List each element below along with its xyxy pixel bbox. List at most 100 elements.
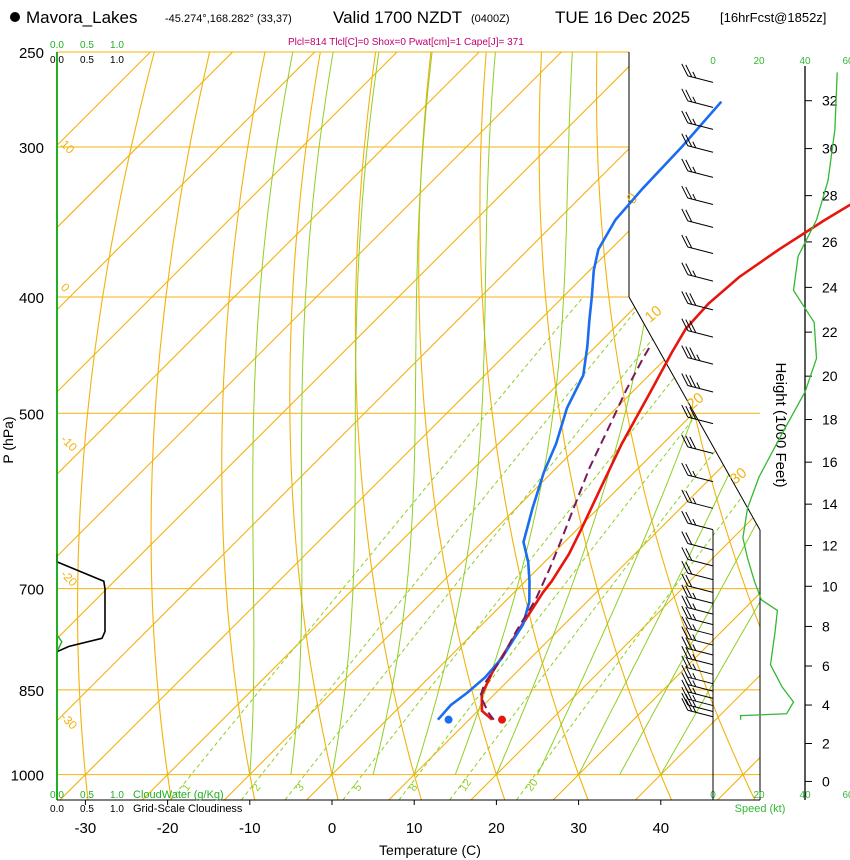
speed-scale-label: 60 xyxy=(842,790,850,801)
forecast-run: [16hrFcst@1852z] xyxy=(720,10,827,25)
moist-adiabat-line xyxy=(413,52,496,775)
wind-barb-feather xyxy=(681,185,689,199)
cloudiness-scale-label: 0.0 xyxy=(50,804,64,815)
wind-barb xyxy=(681,672,714,692)
mixing-ratio-line xyxy=(240,296,648,800)
mixing-ratio-label: 12 xyxy=(457,777,474,794)
isotherm-line xyxy=(57,52,727,800)
wind-barb-feather xyxy=(685,235,693,249)
wind-barb-feather xyxy=(685,561,693,575)
wind-barb-feather xyxy=(692,687,697,695)
wind-barb-feather xyxy=(685,665,693,679)
x-tick-label: -30 xyxy=(75,820,97,837)
wind-barb-staff xyxy=(687,416,714,425)
mixing-ratio-label: 20 xyxy=(524,777,541,794)
cloud-water-scale-label: 0.0 xyxy=(50,40,64,51)
dewpoint-profile-line xyxy=(436,100,723,721)
valid-time: Valid 1700 NZDT xyxy=(333,8,463,27)
wind-barb-feather xyxy=(681,291,689,304)
wind-barb-feather xyxy=(681,616,689,629)
wind-barb xyxy=(681,262,714,282)
wind-barb-feather xyxy=(681,462,689,476)
mixing-ratio-line xyxy=(284,296,687,800)
height-axis-title: Height (1000 Feet) xyxy=(772,362,789,487)
wind-barb-feather xyxy=(692,634,697,641)
wind-barb-staff xyxy=(687,474,714,483)
wind-barb-feather xyxy=(692,270,697,277)
cloudiness-profile xyxy=(56,554,106,653)
wind-barb-feather xyxy=(696,382,701,389)
wind-barb-feather xyxy=(692,663,697,671)
wind-barb-staff xyxy=(687,648,714,656)
wind-barb-feather xyxy=(685,134,693,147)
wind-barb-feather xyxy=(685,680,693,694)
wind-barb-feather xyxy=(696,354,701,361)
wind-barb-staff xyxy=(687,607,714,615)
mixing-ratio-line xyxy=(449,296,760,800)
moist-adiabat-line xyxy=(331,52,380,775)
wind-barb-feather xyxy=(681,646,689,659)
wind-barb-feather xyxy=(681,345,689,358)
wind-barb-feather xyxy=(685,435,693,449)
cloud-water-scale-label: 1.0 xyxy=(110,790,124,801)
isotherm-line xyxy=(57,52,480,800)
wind-barb-feather xyxy=(681,63,689,77)
wind-barb-staff xyxy=(687,385,714,393)
station-marker-icon xyxy=(10,12,20,22)
wind-barb-feather xyxy=(685,548,693,561)
wind-barb xyxy=(681,208,714,228)
wind-barb xyxy=(681,616,714,636)
wind-barb-feather xyxy=(692,166,697,174)
dry-adiabat-line xyxy=(479,52,589,800)
wind-barb-feather xyxy=(689,436,697,450)
wind-barb xyxy=(681,185,714,206)
wind-barb-feather xyxy=(692,470,697,478)
mixing-ratio-line xyxy=(516,296,760,800)
wind-barb-feather xyxy=(685,647,693,660)
x-tick-label: 0 xyxy=(328,820,336,837)
pressure-tick-label: 700 xyxy=(19,582,44,599)
wind-barb xyxy=(681,531,714,551)
pressure-tick-label: 850 xyxy=(19,683,44,700)
cloudiness-scale-label: 0.5 xyxy=(80,55,94,66)
wind-barb-feather xyxy=(685,511,693,525)
wind-barb-staff xyxy=(687,220,714,228)
speed-scale-label: 40 xyxy=(799,56,811,67)
wind-barb-feather xyxy=(685,186,693,200)
wind-barb xyxy=(681,595,714,615)
cloud-water-legend: CloudWater (g/Kg) xyxy=(133,789,224,801)
cloud-water-scale-label: 0.5 xyxy=(80,40,94,51)
wind-barb-staff xyxy=(687,100,714,108)
wind-barb-feather xyxy=(689,375,697,388)
wind-barb-feather xyxy=(692,141,697,148)
wind-barb-feather xyxy=(685,585,693,599)
wind-barb-feather xyxy=(681,547,689,560)
cloud-water-scale-label: 0.0 xyxy=(50,790,64,801)
wind-barb-feather xyxy=(681,595,689,608)
wind-barb-staff xyxy=(687,274,714,282)
isotherm-line xyxy=(141,52,760,800)
wind-barb xyxy=(681,584,714,604)
x-tick-label: 20 xyxy=(488,820,505,837)
cloud-water-scale-label: 1.0 xyxy=(110,40,124,51)
cloudiness-scale-label: 1.0 xyxy=(110,804,124,815)
wind-barb xyxy=(681,434,714,454)
dry-adiabat-line xyxy=(538,52,673,800)
dry-adiabat-label: 10 xyxy=(642,302,666,326)
wind-barb-feather xyxy=(685,532,693,545)
height-tick-label: 4 xyxy=(822,697,830,713)
x-tick-label: -10 xyxy=(239,820,261,837)
mixing-ratio-line xyxy=(342,296,739,800)
wind-barb-feather xyxy=(681,510,689,524)
x-tick-label: 40 xyxy=(652,820,669,837)
moist-adiabat-line xyxy=(249,52,294,775)
wind-barb xyxy=(681,133,714,153)
station-coordinates: -45.274°,168.282° (33,37) xyxy=(165,13,292,25)
isotherm-line xyxy=(57,52,316,800)
wind-barb-feather xyxy=(692,71,697,79)
pressure-tick-label: 250 xyxy=(19,45,44,62)
wind-barb-feather xyxy=(681,698,689,711)
surface-dewpoint-dot xyxy=(444,715,453,724)
wind-barb xyxy=(681,489,714,509)
dry-adiabat-line xyxy=(354,52,422,800)
